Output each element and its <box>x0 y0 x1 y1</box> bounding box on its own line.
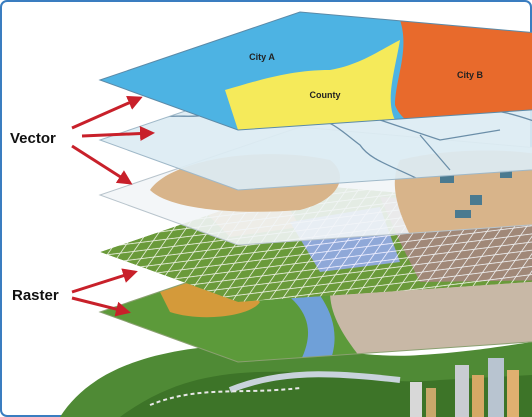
arrows <box>71 95 155 317</box>
city-b-label: City B <box>457 70 484 80</box>
city-scene <box>60 342 532 417</box>
vector-label: Vector <box>10 130 56 147</box>
raster-label: Raster <box>12 287 59 304</box>
city-layer <box>99 11 532 131</box>
county-label: County <box>310 90 341 100</box>
city-a-label: City A <box>249 52 275 62</box>
